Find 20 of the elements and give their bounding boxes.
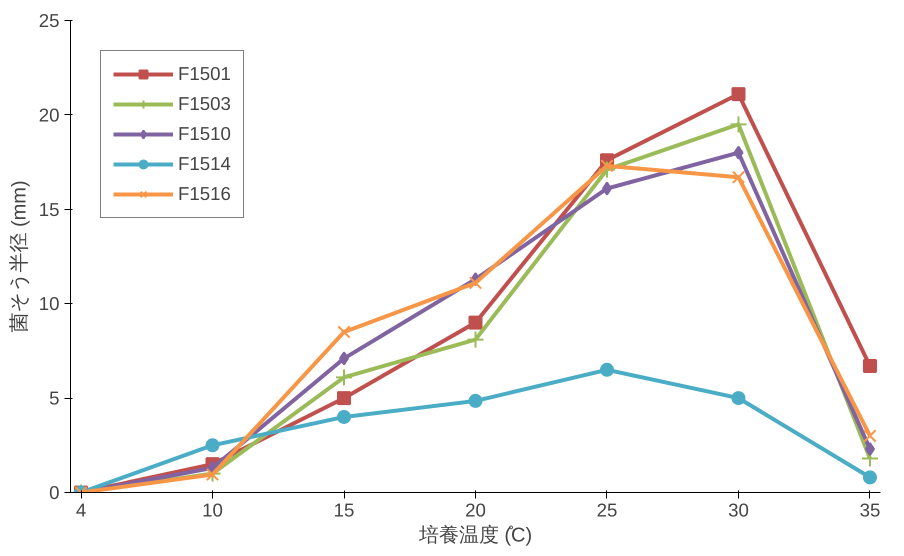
x-tick-label: 30 — [728, 500, 749, 520]
x-tick-label: 15 — [334, 500, 354, 520]
x-axis-title: 培養温度 (̊C) — [418, 524, 532, 546]
x-tick-label: 20 — [465, 500, 486, 520]
y-tick-label: 15 — [38, 198, 60, 220]
legend-label: F1514 — [178, 153, 231, 175]
legend-label: F1503 — [178, 93, 231, 115]
x-tick-label: 25 — [596, 500, 618, 520]
x-tick-label: 10 — [202, 500, 223, 520]
legend-label: F1510 — [178, 123, 231, 145]
y-tick-label: 10 — [38, 293, 60, 314]
y-tick-label: 20 — [38, 104, 60, 126]
y-tick-label: 0 — [49, 482, 60, 503]
y-tick-label: 5 — [49, 388, 60, 409]
y-axis-title: 菌そう半径 (mm) — [8, 180, 31, 333]
x-tick-label: 4 — [76, 500, 86, 520]
y-tick-label: 25 — [38, 10, 60, 31]
x-tick-label: 35 — [860, 500, 880, 520]
legend-label: F1501 — [178, 63, 231, 85]
legend-label: F1516 — [178, 183, 231, 205]
